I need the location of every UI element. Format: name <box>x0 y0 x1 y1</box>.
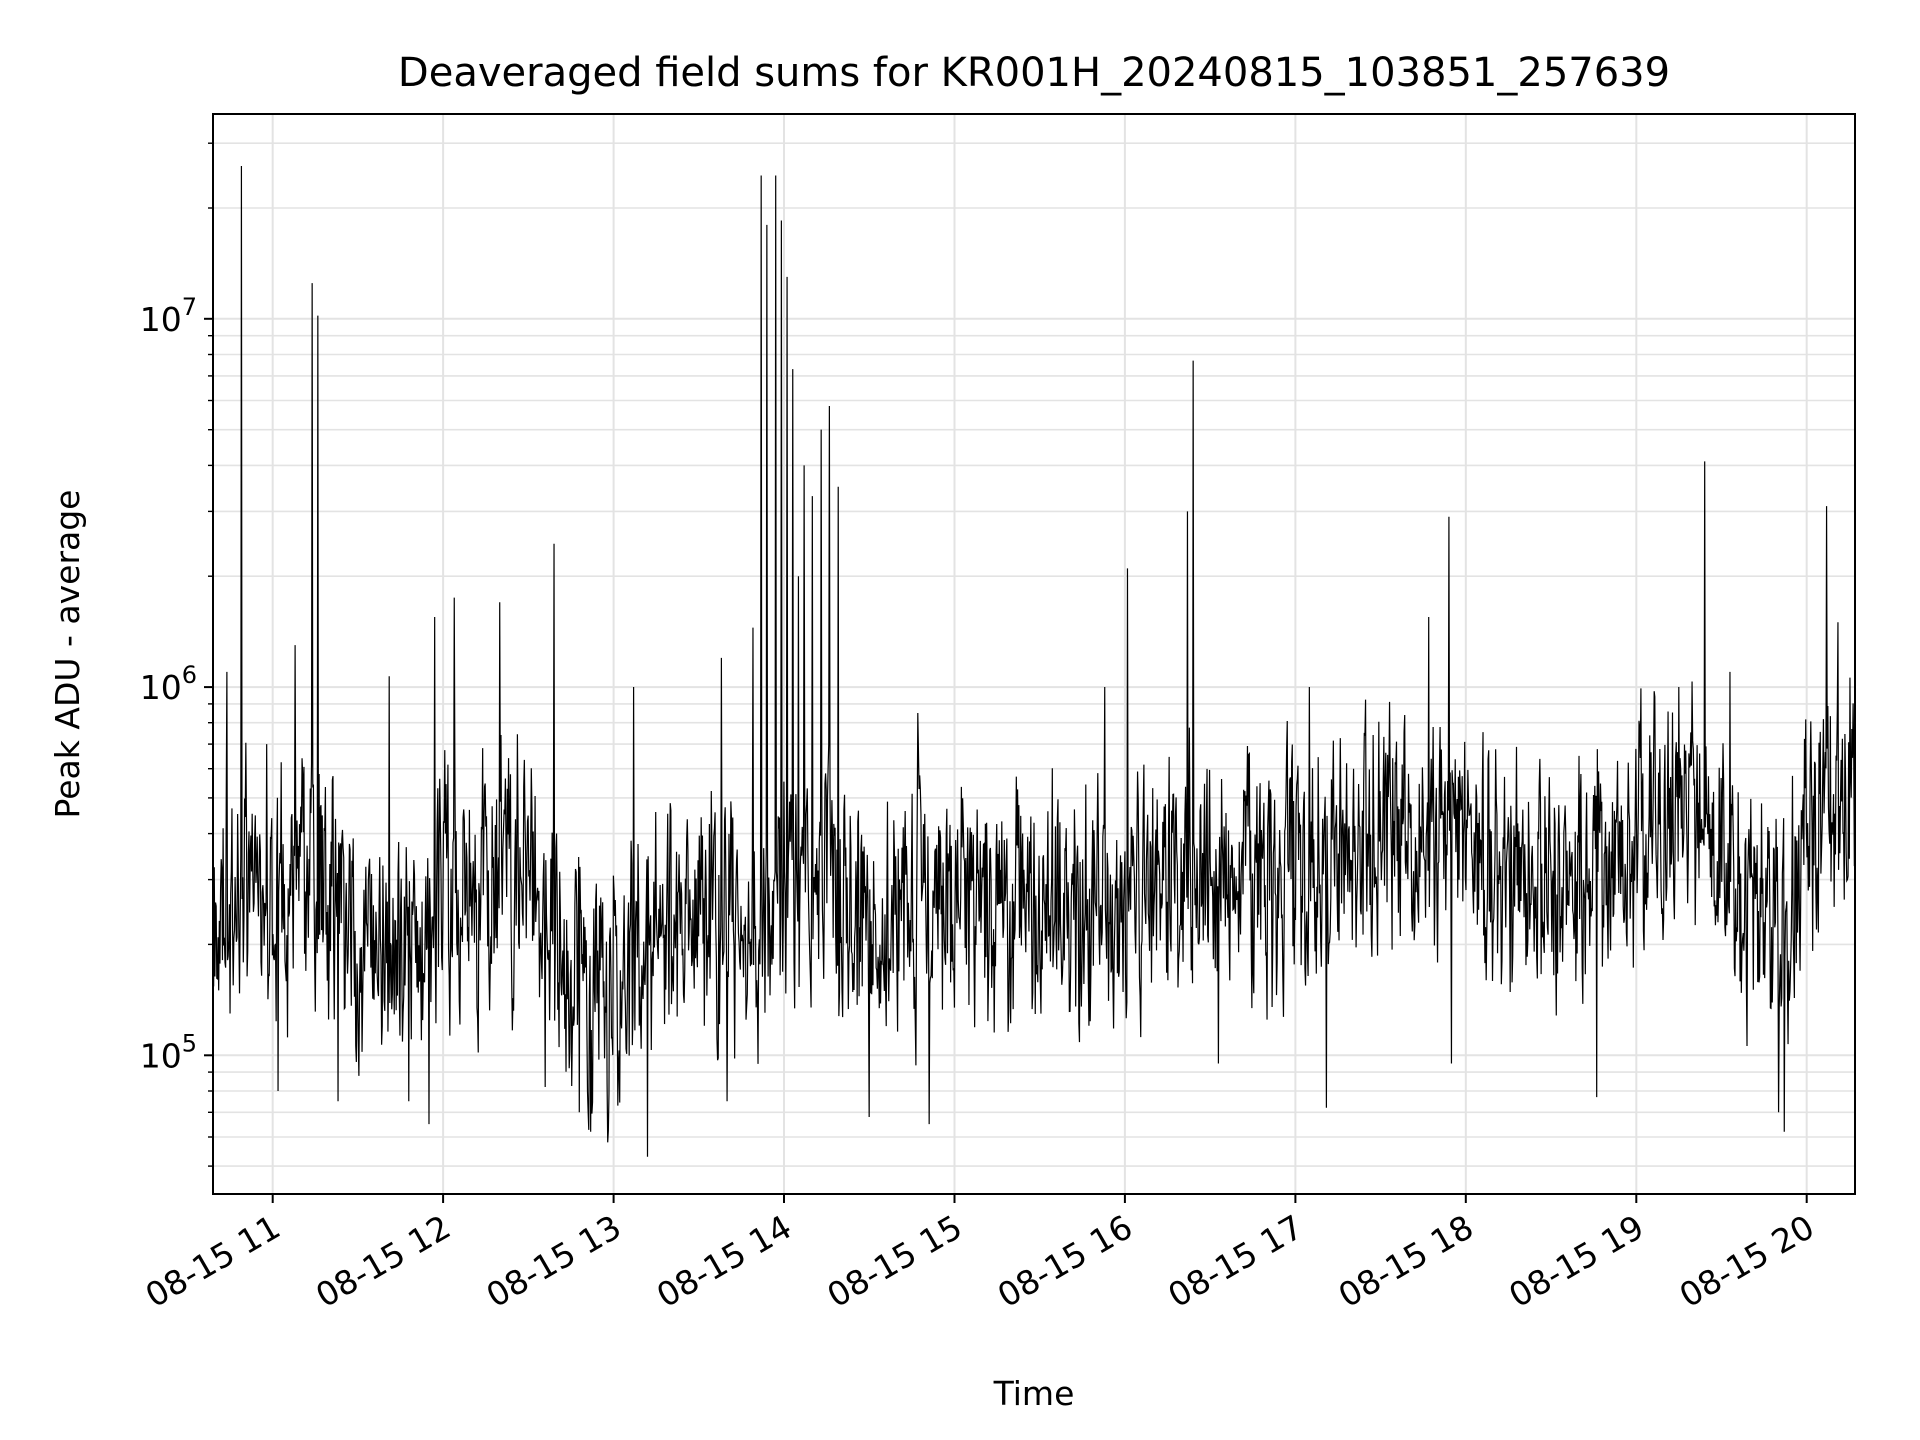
series-line <box>213 166 1855 1157</box>
chart-title: Deaveraged field sums for KR001H_2024081… <box>398 50 1670 96</box>
grid <box>213 114 1855 1194</box>
series-area <box>213 166 1855 1157</box>
y-axis: 105 106 107 <box>140 142 213 1167</box>
y-tick-label: 107 <box>140 293 197 339</box>
y-tick-label: 105 <box>140 1029 197 1075</box>
y-tick-label: 106 <box>140 661 197 707</box>
y-axis-label: Peak ADU - average <box>48 490 87 819</box>
plot-frame <box>212 113 1856 1195</box>
x-axis-label: Time <box>993 1374 1075 1413</box>
